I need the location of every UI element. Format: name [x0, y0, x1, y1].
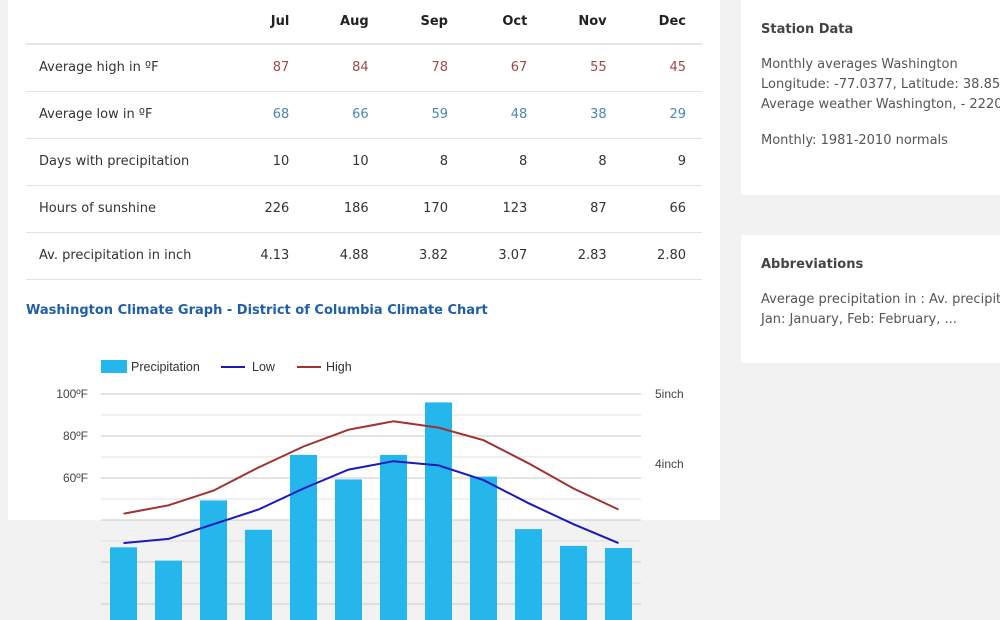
row-label: Average high in ºF: [26, 44, 226, 92]
abbrev-title: Abbreviations: [761, 257, 864, 272]
cell-value: 84: [305, 44, 385, 92]
precipitation-bar: [245, 529, 272, 620]
header-month: Oct: [463, 0, 544, 45]
cell-value: 2.80: [622, 232, 702, 280]
left-tick-label: 60ºF: [63, 471, 88, 485]
cell-value: 4.88: [305, 232, 385, 280]
cell-value: 45: [622, 44, 702, 92]
row-label: Av. precipitation in inch: [26, 232, 226, 280]
cell-value: 87: [543, 185, 623, 233]
table-header-row: Jul Aug Sep Oct Nov Dec: [26, 0, 702, 45]
cell-value: 2.83: [543, 232, 623, 280]
climate-panel: Jul Aug Sep Oct Nov Dec Average high in …: [8, 0, 720, 620]
table-row: Av. precipitation in inch 4.13 4.88 3.82 3.0…: [26, 232, 702, 280]
cell-value: 78: [384, 44, 464, 92]
cell-value: 8: [543, 138, 623, 186]
station-line: Average weather Washington, - 22202: [761, 97, 1000, 112]
legend-label: Precipitation: [131, 360, 200, 374]
cell-value: 87: [226, 44, 306, 92]
table-row: Average high in ºF 87 84 78 67 55 45: [26, 44, 702, 92]
cell-value: 29: [622, 91, 702, 139]
right-tick-label: 5inch: [655, 387, 684, 401]
cell-value: 226: [226, 185, 306, 233]
high-line: [123, 420, 619, 515]
cell-value: 59: [384, 91, 464, 139]
cell-value: 3.07: [463, 232, 544, 280]
cell-value: 186: [305, 185, 385, 233]
cell-value: 10: [305, 138, 385, 186]
cell-value: 66: [305, 91, 385, 139]
climate-table: Jul Aug Sep Oct Nov Dec Average high in …: [26, 0, 702, 280]
left-tick-label: 100ºF: [56, 387, 88, 401]
precipitation-bar: [425, 402, 452, 620]
cell-value: 3.82: [384, 232, 464, 280]
precipitation-bar: [290, 454, 317, 620]
cell-value: 68: [226, 91, 306, 139]
cell-value: 48: [463, 91, 544, 139]
precipitation-bar: [380, 454, 407, 620]
cell-value: 67: [463, 44, 544, 92]
abbreviations-card: Abbreviations Average precipitation in :…: [741, 235, 1000, 363]
climate-chart: 100ºF 80ºF 60ºF 5inch 4inch Precipitation Low H…: [56, 360, 684, 620]
table-row: Days with precipitation 10 10 8 8 8 9: [26, 138, 702, 186]
chart-title[interactable]: Washington Climate Graph - District of C…: [26, 303, 488, 318]
cell-value: 170: [384, 185, 464, 233]
station-line: Longitude: -77.0377, Latitude: 38.8521: [761, 77, 1000, 92]
low-line: [123, 460, 619, 545]
legend-label: High: [326, 360, 352, 374]
row-label: Hours of sunshine: [26, 185, 226, 233]
header-month: Dec: [622, 0, 702, 45]
row-label: Days with precipitation: [26, 138, 226, 186]
cell-value: 123: [463, 185, 544, 233]
station-title: Station Data: [761, 22, 854, 37]
left-tick-label: 80ºF: [63, 429, 88, 443]
cell-value: 10: [226, 138, 306, 186]
precipitation-bar: [560, 545, 587, 620]
legend-label: Low: [252, 360, 276, 374]
cell-value: 8: [384, 138, 464, 186]
cell-value: 55: [543, 44, 623, 92]
header-month: Nov: [543, 0, 623, 45]
abbrev-line: Jan: January, Feb: February, ...: [761, 312, 957, 327]
cell-value: 38: [543, 91, 623, 139]
precipitation-bar: [605, 548, 632, 620]
precipitation-bar: [515, 529, 542, 620]
header-month: Sep: [384, 0, 464, 45]
cell-value: 9: [622, 138, 702, 186]
header-month: Aug: [305, 0, 385, 45]
precipitation-bar: [470, 476, 497, 620]
precipitation-bar: [110, 547, 137, 620]
cell-value: 4.13: [226, 232, 306, 280]
station-normals: Monthly: 1981-2010 normals: [761, 133, 948, 148]
row-label: Average low in ºF: [26, 91, 226, 139]
precipitation-bar: [200, 500, 227, 620]
table-row: Hours of sunshine 226 186 170 123 87 66: [26, 185, 702, 233]
right-tick-label: 4inch: [655, 457, 684, 471]
header-blank: [26, 0, 226, 45]
precipitation-bar: [155, 560, 182, 620]
abbrev-line: Average precipitation in : Av. precipita…: [761, 292, 1000, 307]
header-month: Jul: [226, 0, 306, 45]
legend-swatch-precipitation: [101, 360, 127, 373]
station-line: Monthly averages Washington: [761, 57, 958, 72]
station-data-card: Station Data Monthly averages Washington…: [741, 0, 1000, 195]
precipitation-bar: [335, 479, 362, 620]
cell-value: 8: [463, 138, 544, 186]
table-row: Average low in ºF 68 66 59 48 38 29: [26, 91, 702, 139]
cell-value: 66: [622, 185, 702, 233]
